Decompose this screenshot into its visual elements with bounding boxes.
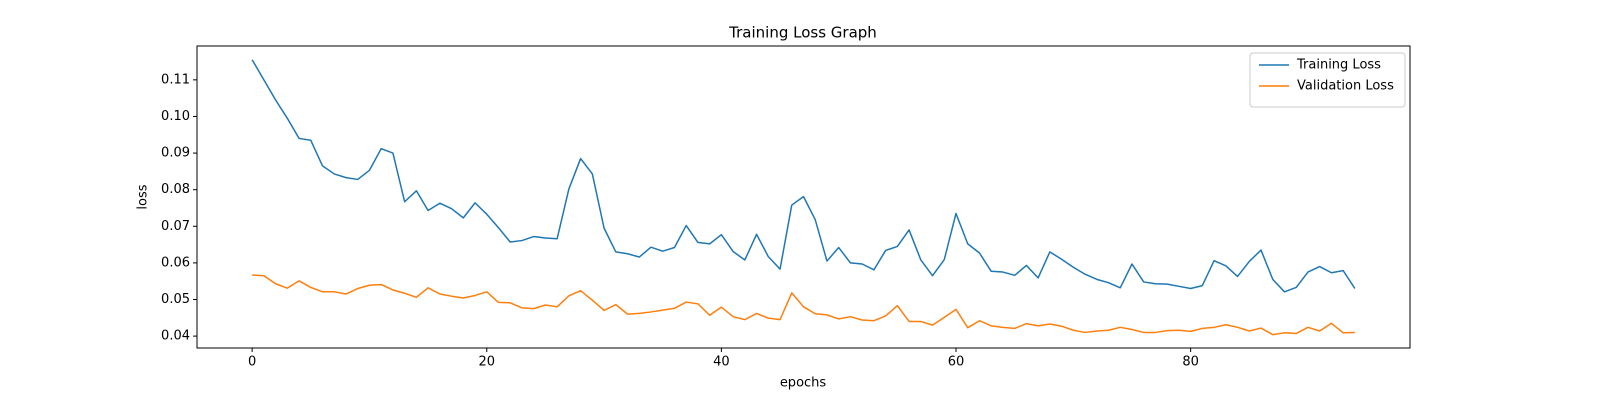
y-tick-label: 0.06 [161,255,190,270]
plot-frame [196,45,1411,349]
x-tick-label: 0 [248,355,256,370]
data-line [252,274,1355,336]
data-line [251,59,1356,293]
legend-label: Validation Loss [1297,79,1394,94]
y-tick-label: 0.07 [161,219,190,234]
legend-box [1249,52,1406,108]
y-tick-label: 0.10 [161,109,190,124]
x-tick-label: 80 [1182,355,1199,370]
x-axis-label: epochs [780,376,827,391]
x-tick-label: 60 [948,355,965,370]
x-tick-label: 20 [478,355,495,370]
y-axis-label: loss [136,184,151,209]
y-tick-label: 0.04 [161,329,190,344]
y-tick-label: 0.05 [161,292,190,307]
x-tick-label: 40 [713,355,730,370]
y-tick-label: 0.11 [161,72,190,87]
chart-title: Training Loss Graph [728,24,877,42]
legend-label: Training Loss [1296,58,1381,73]
y-tick-label: 0.09 [161,146,190,161]
y-tick-label: 0.08 [161,182,190,197]
